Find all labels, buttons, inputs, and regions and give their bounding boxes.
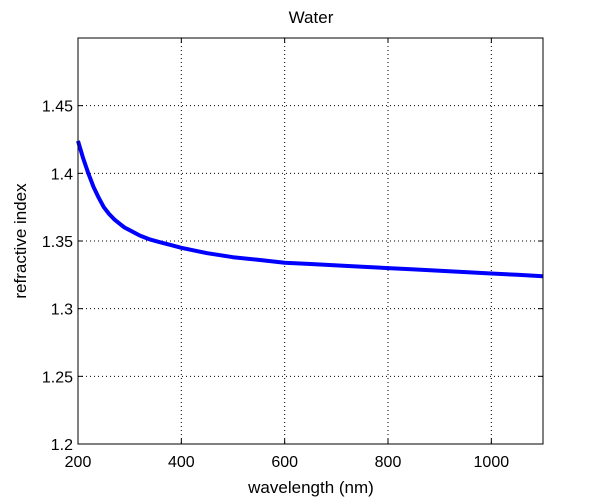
series-line <box>76 140 544 279</box>
y-tick-label: 1.4 <box>51 166 73 183</box>
y-tick-label: 1.25 <box>42 369 73 386</box>
grid <box>78 38 543 444</box>
tick-labels: 200 400 600 800 1000 1.2 1.25 1.3 1.35 1.4 1.45 <box>42 99 509 471</box>
chart-title: Water <box>289 8 334 27</box>
x-tick-label: 200 <box>65 454 92 471</box>
x-tick-label: 400 <box>168 454 195 471</box>
series-layer <box>76 140 544 279</box>
y-tick-label: 1.35 <box>42 234 73 251</box>
y-tick-label: 1.45 <box>42 99 73 116</box>
y-tick-label: 1.3 <box>51 302 73 319</box>
x-tick-label: 600 <box>271 454 298 471</box>
y-tick-label: 1.2 <box>51 437 73 454</box>
x-axis-label: wavelength (nm) <box>247 478 374 497</box>
x-tick-label: 1000 <box>474 454 510 471</box>
x-tick-label: 800 <box>375 454 402 471</box>
y-axis-label: refractive index <box>11 183 30 299</box>
ticks <box>77 38 543 445</box>
